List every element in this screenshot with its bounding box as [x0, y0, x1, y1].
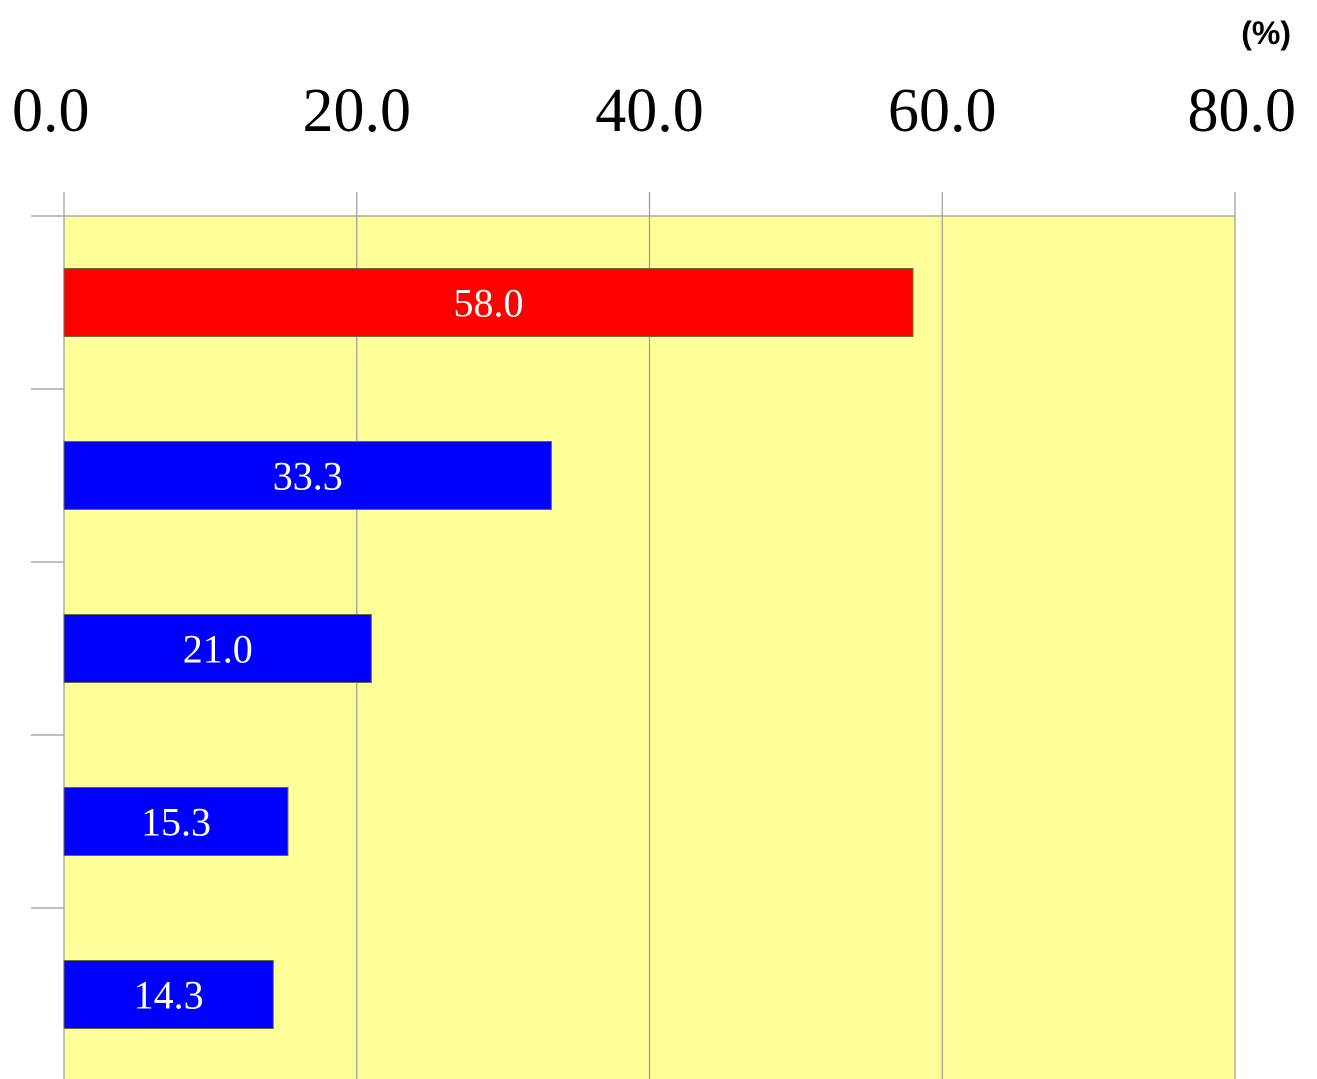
bar-value-label-2: 21.0 — [183, 627, 253, 672]
bar-3 — [63, 787, 289, 856]
category-axis-ticks — [31, 215, 64, 909]
bar-value-label-4: 14.3 — [134, 973, 204, 1018]
bar-4 — [63, 960, 274, 1029]
bar-1 — [63, 441, 552, 510]
x-tick-label-4: 80.0 — [1188, 77, 1297, 145]
unit-label: (%) — [1241, 15, 1291, 51]
x-tick-label-0: 0.0 — [12, 77, 90, 145]
bar-value-label-1: 33.3 — [273, 454, 343, 499]
bar-2 — [63, 614, 372, 683]
x-tick-label-2: 40.0 — [595, 77, 704, 145]
x-tick-label-3: 60.0 — [888, 77, 997, 145]
bars: 58.0 33.3 21.0 15.3 14.3 — [63, 268, 914, 1029]
bar-value-label-0: 58.0 — [453, 281, 523, 326]
bar-0 — [63, 268, 914, 337]
bar-value-label-3: 15.3 — [141, 800, 211, 845]
x-tick-label-1: 20.0 — [303, 77, 412, 145]
x-axis-tick-labels: 0.0 20.0 40.0 60.0 80.0 — [12, 77, 1296, 145]
